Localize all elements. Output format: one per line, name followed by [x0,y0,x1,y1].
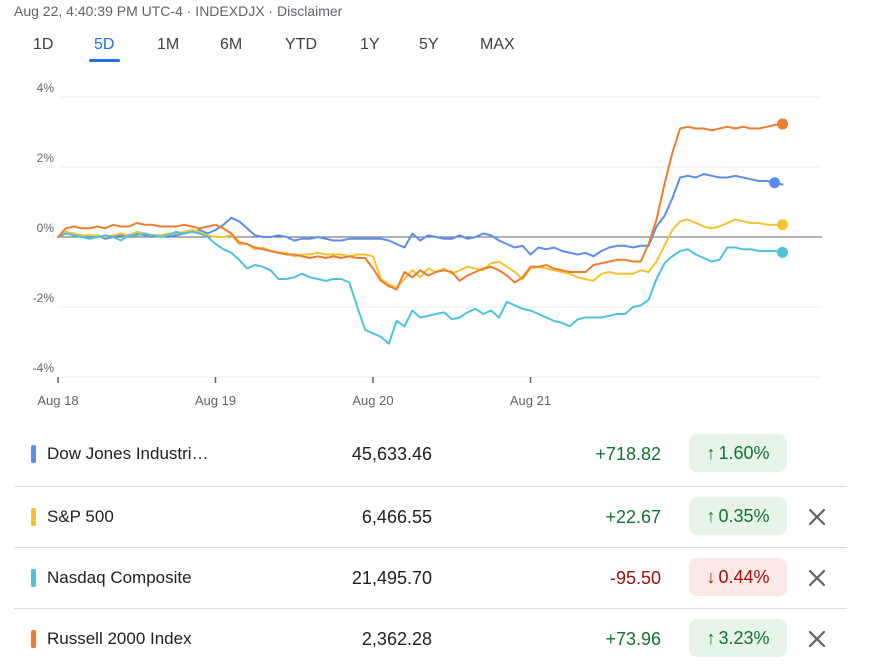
index-price: 6,466.55 [361,507,432,527]
x-tick-label: Aug 20 [352,393,393,408]
arrow-down-icon: ↓ [706,566,716,587]
index-row-sp500[interactable]: S&P 500 6,466.55 +22.67 ↑ 0.35% [14,486,847,547]
y-tick-label: -2% [33,291,55,305]
index-change: +22.67 [605,507,661,527]
tab-6m[interactable]: 6M [220,36,243,53]
series-line-0 [57,173,784,258]
x-tick-label: Aug 18 [37,393,78,408]
index-row-nasdaq[interactable]: Nasdaq Composite 21,495.70 -95.50 ↓ 0.44% [14,547,847,608]
index-price: 45,633.46 [351,444,432,464]
active-tab-indicator [89,59,120,62]
arrow-up-icon: ↑ [706,627,716,648]
arrow-up-icon: ↑ [706,505,716,526]
series-end-dot-1 [777,219,788,231]
index-name: Dow Jones Industri… [47,444,209,463]
index-change: +73.96 [605,629,661,649]
series-end-dot-3 [777,118,788,130]
index-row-russell[interactable]: Russell 2000 Index 2,362.28 +73.96 ↑ 3.23… [14,608,847,669]
tab-1d[interactable]: 1D [33,36,54,53]
index-name: Nasdaq Composite [47,568,192,587]
y-tick-label: -4% [33,361,55,375]
index-price: 21,495.70 [351,568,432,588]
tab-max[interactable]: MAX [480,36,515,53]
tab-5y[interactable]: 5Y [419,36,439,53]
y-tick-label: 0% [37,221,55,235]
series-end-dot-0 [769,177,781,189]
series-color-swatch [31,445,36,463]
remove-comparison-button[interactable] [805,505,829,529]
y-tick-label: 4% [37,81,55,95]
percent-change-badge: ↑ 1.60% [689,434,787,472]
percent-change-badge: ↑ 3.23% [689,619,787,657]
percent-change-badge: ↑ 0.35% [689,497,787,535]
series-end-dot-2 [777,246,788,258]
x-tick-label: Aug 19 [195,393,236,408]
index-change: -95.50 [609,568,661,588]
series-color-swatch [31,630,36,648]
index-change: +718.82 [595,444,661,464]
index-price: 2,362.28 [361,629,432,649]
tab-1m[interactable]: 1M [157,36,180,53]
chart-header: Aug 22, 4:40:39 PM UTC-4 · INDEXDJX · Di… [14,3,343,19]
index-row-dow[interactable]: Dow Jones Industri… 45,633.46 +718.82 ↑ 1… [14,424,847,484]
x-tick-label: Aug 21 [510,393,551,408]
series-color-swatch [31,569,36,587]
series-line-3 [57,123,784,291]
remove-comparison-button[interactable] [805,566,829,590]
tab-5d[interactable]: 5D [94,36,115,53]
remove-comparison-button[interactable] [805,627,829,651]
series-line-2 [57,230,784,345]
arrow-up-icon: ↑ [706,442,716,463]
index-name: Russell 2000 Index [47,629,192,648]
index-name: S&P 500 [47,507,114,526]
y-tick-label: 2% [37,151,55,165]
index-comparison-chart[interactable]: 4% 2% 0% -2% -4% Aug 18 Aug 19 Aug 20 Aug 21 [0,80,875,420]
tab-1y[interactable]: 1Y [360,36,380,53]
tab-ytd[interactable]: YTD [285,36,317,53]
percent-change-badge: ↓ 0.44% [689,558,787,596]
series-color-swatch [31,508,36,526]
series-line-1 [57,218,784,289]
